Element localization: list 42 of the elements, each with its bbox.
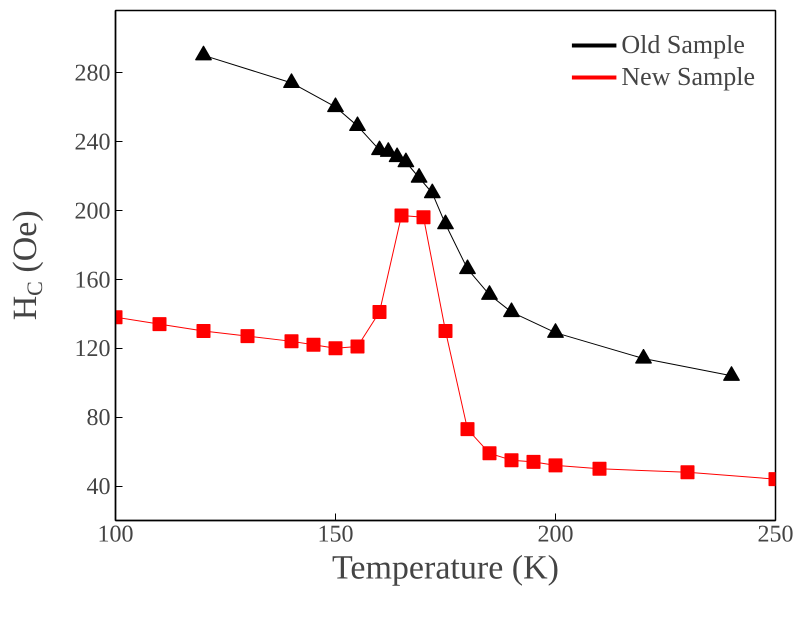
x-tick-label: 250 xyxy=(758,522,794,548)
point xyxy=(460,422,474,436)
point xyxy=(680,465,694,480)
point xyxy=(526,454,540,469)
point xyxy=(459,259,476,274)
point xyxy=(195,46,212,60)
point xyxy=(350,339,364,354)
legend-label: Old Sample xyxy=(621,30,745,60)
point xyxy=(196,324,210,338)
point xyxy=(152,317,166,332)
point xyxy=(410,168,428,183)
y-tick-label: 80 xyxy=(86,405,110,432)
point xyxy=(548,458,562,472)
y-tick-label: 280 xyxy=(74,60,110,87)
point xyxy=(283,73,300,88)
point xyxy=(481,285,498,300)
point xyxy=(306,338,320,352)
point xyxy=(592,462,606,476)
y-tick-label: 200 xyxy=(74,198,110,224)
y-tick-label: 160 xyxy=(74,267,110,294)
point xyxy=(328,341,342,356)
point xyxy=(438,324,452,338)
point xyxy=(482,446,496,460)
point xyxy=(327,97,344,112)
y-tick-label: 40 xyxy=(86,474,110,500)
point xyxy=(437,214,454,230)
x-tick-label: 200 xyxy=(538,522,574,548)
point xyxy=(397,152,414,168)
point xyxy=(424,183,441,198)
point xyxy=(349,116,366,132)
point xyxy=(240,329,254,344)
point xyxy=(504,453,518,468)
point xyxy=(503,302,520,318)
x-tick-label: 150 xyxy=(318,522,354,548)
y-axis-title: HC (Oe) xyxy=(7,210,47,320)
legend-label: New Sample xyxy=(621,62,755,92)
x-tick-label: 100 xyxy=(98,522,134,548)
y-tick-label: 240 xyxy=(74,129,110,156)
point xyxy=(372,305,386,320)
point xyxy=(284,334,298,348)
x-axis-title: Temperature (K) xyxy=(332,550,560,586)
y-tick-label: 120 xyxy=(74,336,110,362)
